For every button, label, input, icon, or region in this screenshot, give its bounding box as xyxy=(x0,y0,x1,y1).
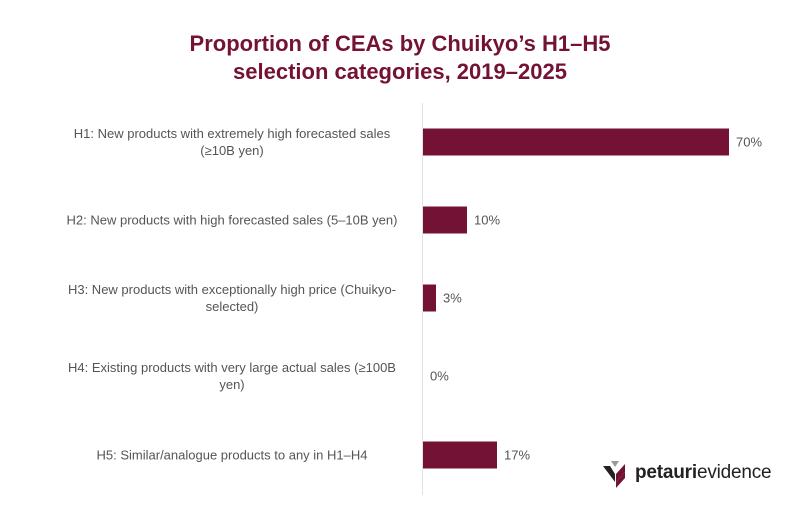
bar xyxy=(423,206,467,234)
logo-wordmark: petaurievidence xyxy=(635,462,772,484)
value-label: 10% xyxy=(474,212,501,228)
value-label: 3% xyxy=(443,290,462,306)
bar xyxy=(423,128,729,156)
chart-title: Proportion of CEAs by Chuikyo’s H1–H5 se… xyxy=(0,30,800,86)
value-label: 70% xyxy=(736,134,763,150)
category-label: H4: Existing products with very large ac… xyxy=(68,360,396,392)
bar-row: H4: Existing products with very large ac… xyxy=(0,337,800,415)
y-axis-line xyxy=(422,103,423,495)
category-label: H5: Similar/analogue products to any in … xyxy=(96,447,368,463)
petauri-logo-icon xyxy=(603,461,625,488)
bar xyxy=(423,284,436,312)
chart-title-line-2: selection categories, 2019–2025 xyxy=(233,59,567,84)
petauri-evidence-logo: petaurievidence xyxy=(603,458,772,488)
logo-text-bold: petauri xyxy=(635,462,697,483)
logo-text-regular: evidence xyxy=(696,462,772,483)
chart-title-line-1: Proportion of CEAs by Chuikyo’s H1–H5 xyxy=(189,31,611,56)
bar-row: H5: Similar/analogue products to any in … xyxy=(0,416,800,494)
value-label: 0% xyxy=(430,368,449,384)
category-label: H3: New products with exceptionally high… xyxy=(67,282,397,314)
category-label: H2: New products with high forecasted sa… xyxy=(66,212,398,228)
bar xyxy=(423,441,497,469)
bar-row: H2: New products with high forecasted sa… xyxy=(0,181,800,259)
category-label: H1: New products with extremely high for… xyxy=(73,126,391,158)
value-label: 17% xyxy=(504,447,531,463)
bar-row: H1: New products with extremely high for… xyxy=(0,103,800,181)
bar-row: H3: New products with exceptionally high… xyxy=(0,259,800,337)
